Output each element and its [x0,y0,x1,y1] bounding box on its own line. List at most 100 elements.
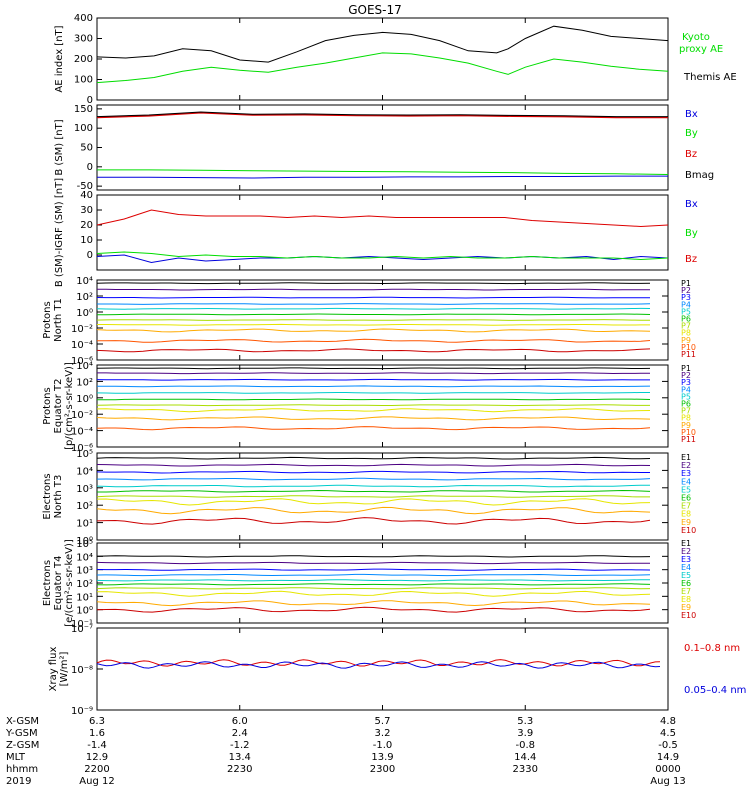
protons-equator-channel-3 [96,378,650,381]
legend-electrons-equator-e4: E4 [681,563,691,572]
legend-protons-equator-p4: P4 [681,385,691,394]
y-tick-label: 10³ [76,484,93,495]
protons-equator-channel-5 [96,392,650,394]
legend-kyoto-proxy-ae: Kyoto proxy AE [679,32,723,55]
y-tick-label: 10⁴ [76,466,93,477]
electrons-equator-channel-2 [96,561,650,565]
y-tick-label: 10² [76,377,93,388]
xaxis-row-label-4: MLT [6,752,26,763]
y-tick-label: 10¹ [76,592,93,603]
bsm-series-bmag [96,111,668,118]
xaxis-value: -1.0 [373,740,393,751]
legend-protons-equator-p3: P3 [681,378,691,387]
y-tick-label: 10⁰ [76,606,93,617]
protons-north-channel-9 [96,328,651,333]
y-tick-label: 100 [74,75,93,86]
bigrf-series-by [96,251,669,261]
legend-protons-north-p4: P4 [681,300,691,309]
legend-protons-equator-p9: P9 [681,421,691,430]
protons-north-channel-4 [97,303,651,305]
y-tick-label: 10² [76,579,93,590]
y-tick-label: 10⁰ [76,394,93,405]
y-tick-label: 0 [87,95,93,106]
legend-protons-north-p2: P2 [681,286,691,295]
legend-bigrf-by: By [685,228,698,239]
xaxis-value: 4.8 [660,716,676,727]
legend-bsm-bmag: Bmag [685,170,714,181]
protons-equator-channel-2 [97,372,650,375]
y-tick-label: 20 [80,220,93,231]
y-tick-label: 10² [76,292,93,303]
xray-series-2 [96,661,661,669]
bsm-series-bz [96,111,668,119]
electrons-equator-channel-4 [96,573,651,577]
legend-bigrf-bx: Bx [685,199,698,210]
xaxis-row-label-3: Z-GSM [6,740,39,751]
legend-protons-north-p3: P3 [681,293,691,302]
y-tick-label: 10⁻⁶ [71,356,93,367]
xaxis-value: -0.8 [515,740,535,751]
electrons-equator-channel-3 [96,568,651,571]
electrons-north-channel-7 [96,495,650,498]
y-tick-label: 10⁰ [76,536,93,547]
y-tick-label: 10⁻⁸ [71,665,93,676]
legend-electrons-north-e10: E10 [681,526,696,535]
panel-7-frame [96,542,669,624]
protons-equator-ylabel: ProtonsEquator T2[p/(cm²-s-sr-keV)] [42,362,75,450]
legend-protons-equator-p7: P7 [681,407,691,416]
xaxis-value: 0000 [655,764,680,775]
panel-5-frame [96,364,669,448]
y-tick-label: 10⁴ [76,552,93,563]
electrons-equator-channel-7 [96,587,651,590]
xaxis-value: 13.4 [229,752,251,763]
legend-protons-equator-p5: P5 [681,392,691,401]
bsm-series-by [97,169,669,175]
legend-protons-north-p7: P7 [681,322,691,331]
xaxis-row-label-2: Y-GSM [5,728,38,739]
legend-electrons-equator-e3: E3 [681,555,691,564]
legend-protons-equator-p11: P11 [681,435,696,444]
legend-electrons-north-e4: E4 [681,477,691,486]
xaxis-value: Aug 12 [79,776,114,787]
xaxis-value: 3.2 [375,728,391,739]
electrons-north-channel-5 [96,484,651,488]
legend-protons-north-p10: P10 [681,343,696,352]
protons-equator-channel-4 [97,385,651,388]
xaxis-value: -1.2 [230,740,250,751]
electrons-equator-channel-10 [96,606,651,613]
electrons-north-channel-3 [96,470,650,474]
bigrf-ylabel: B (SM)-IGRF (SM) [nT] [54,178,65,287]
xaxis-value: 6.3 [89,716,105,727]
protons-north-channel-2 [97,288,650,291]
bsm-series-bx [97,175,668,179]
legend-protons-equator-p1: P1 [681,364,691,373]
plot-title: GOES-17 [348,3,402,17]
y-tick-label: 10¹ [76,519,93,530]
y-tick-label: 200 [74,54,93,65]
xaxis-value: 5.3 [517,716,533,727]
ae-series-2 [96,25,669,63]
ae-series-1 [96,52,669,84]
electrons-equator-channel-6 [96,583,651,586]
legend-electrons-north-e8: E8 [681,510,691,519]
protons-north-channel-10 [96,338,651,343]
legend-electrons-equator-e5: E5 [681,571,691,580]
legend-electrons-north-e3: E3 [681,469,691,478]
ae-ylabel: AE index [nT] [54,25,65,92]
y-tick-label: 10³ [76,566,93,577]
legend-protons-north-p6: P6 [681,315,691,324]
xaxis-value: 2200 [84,764,109,775]
y-tick-label: 40 [80,190,93,201]
legend-protons-equator-p8: P8 [681,414,691,423]
xaxis-value: 4.5 [660,728,676,739]
y-tick-label: 300 [74,34,93,45]
protons-north-channel-1 [96,282,651,285]
y-tick-label: 10⁻⁴ [71,340,93,351]
protons-equator-channel-1 [96,367,651,370]
legend-bigrf-bz: Bz [685,254,697,265]
legend-electrons-equator-e10: E10 [681,611,696,620]
electrons-equator-channel-8 [96,590,651,597]
protons-north-channel-11 [96,348,651,353]
protons-north-channel-5 [96,307,651,310]
xaxis-row-label-1: X-GSM [6,716,39,727]
